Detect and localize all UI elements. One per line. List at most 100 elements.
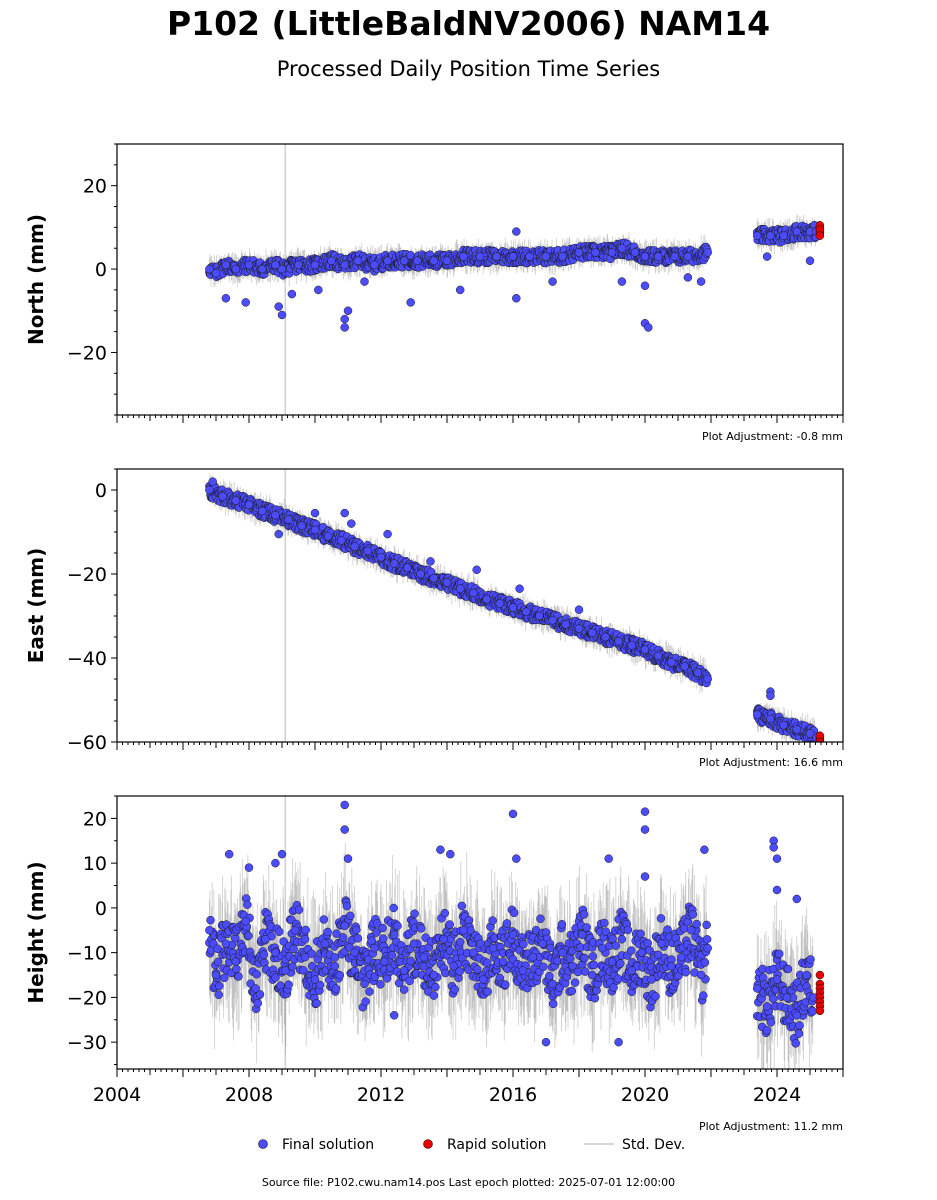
final-solution-point: [541, 252, 551, 261]
final-solution-point: [492, 252, 501, 261]
final-solution-point: [766, 231, 775, 240]
final-solution-point: [389, 559, 399, 568]
final-solution-point: [574, 605, 584, 614]
final-solution-point: [274, 302, 283, 311]
final-solution-point: [277, 310, 287, 320]
final-solution-point: [680, 662, 689, 671]
final-solution-point: [340, 323, 349, 332]
final-solution-point: [482, 594, 491, 604]
final-solution-point: [310, 260, 320, 270]
final-solution-point: [383, 529, 392, 539]
final-solution-point: [640, 645, 650, 654]
plot-area: [205, 144, 825, 415]
final-solution-point: [399, 256, 409, 265]
final-solution-point: [211, 268, 221, 278]
final-solution-point: [521, 607, 531, 617]
final-solution-point: [327, 256, 336, 265]
final-solution-point: [653, 252, 663, 261]
final-solution-point: [535, 611, 544, 621]
y-tick-label: 20: [83, 176, 107, 198]
final-solution-point: [574, 624, 584, 633]
final-solution-point: [205, 485, 214, 495]
final-solution-point: [472, 565, 481, 575]
final-solution-point: [323, 531, 333, 541]
final-solution-point: [762, 252, 772, 261]
final-solution-point: [413, 256, 422, 265]
y-tick-label: 0: [95, 259, 107, 281]
final-solution-point: [693, 668, 703, 677]
final-solution-point: [627, 641, 637, 650]
final-solution-point: [231, 264, 241, 274]
final-solution-point: [347, 519, 356, 528]
final-solution-point: [475, 252, 485, 261]
final-solution-point: [614, 636, 623, 646]
chart-subtitle: Processed Daily Position Time Series: [276, 57, 661, 81]
final-solution-point: [607, 248, 617, 257]
final-solution-point: [558, 252, 567, 261]
axes-frame: [116, 143, 844, 416]
final-solution-point: [340, 260, 349, 270]
final-solution-point: [640, 281, 650, 291]
final-solution-point: [370, 260, 379, 270]
final-solution-point: [287, 289, 297, 299]
final-solution-point: [271, 260, 280, 270]
final-solution-point: [221, 260, 231, 270]
final-solution-point: [310, 525, 320, 535]
final-solution-point: [653, 651, 663, 661]
final-solution-point: [792, 725, 802, 734]
final-solution-point: [574, 248, 584, 257]
final-solution-point: [667, 657, 676, 667]
y-tick-label: 0: [95, 480, 107, 502]
final-solution-point: [442, 256, 452, 265]
plot-adjustment-label: Plot Adjustment: -0.8 mm: [702, 430, 843, 443]
y-tick-label: −40: [67, 648, 107, 670]
y-tick-label: −20: [67, 342, 107, 364]
final-solution-point: [525, 252, 534, 261]
final-solution-point: [703, 248, 712, 257]
final-solution-point: [340, 314, 349, 324]
final-solution-point: [548, 277, 557, 286]
final-solution-point: [508, 252, 518, 261]
final-solution-point: [294, 260, 303, 270]
final-solution-point: [343, 306, 353, 316]
final-solution-point: [617, 277, 627, 286]
rapid-solution-point: [815, 231, 825, 240]
final-solution-point: [515, 584, 524, 593]
final-solution-point: [703, 674, 712, 684]
final-solution-point: [244, 500, 254, 509]
final-solution-cloud: [205, 843, 817, 1069]
final-solution-point: [469, 588, 478, 598]
final-solution-point: [297, 521, 307, 530]
final-solution-point: [630, 248, 640, 257]
final-solution-point: [512, 227, 521, 236]
final-solution-point: [766, 714, 775, 724]
y-tick-label: −60: [67, 732, 107, 754]
final-solution-point: [512, 294, 521, 303]
final-solution-point: [257, 264, 267, 274]
panel-2: −60 −40 −20 0 East (mm) Plot Adjustment: 16.6…: [24, 468, 844, 769]
final-solution-point: [231, 496, 241, 505]
final-solution-point: [429, 256, 439, 265]
final-solution-point: [752, 231, 762, 240]
final-solution-point: [221, 294, 231, 303]
final-solution-point: [617, 243, 627, 253]
final-solution-point: [805, 729, 815, 738]
final-solution-point: [792, 227, 802, 236]
panel-1: −20 0 20 North (mm) Plot Adjustment: -0.8 mm: [24, 143, 844, 443]
plot-area: [205, 796, 825, 1069]
final-solution-point: [376, 552, 386, 562]
final-solution-point: [244, 260, 254, 270]
final-solution-point: [205, 264, 214, 274]
final-solution-point: [455, 584, 465, 593]
final-solution-point: [241, 298, 250, 307]
final-solution-point: [670, 252, 679, 261]
final-solution-point: [310, 508, 320, 518]
final-solution-point: [640, 252, 650, 261]
final-solution-point: [548, 615, 557, 625]
final-solution-point: [257, 506, 267, 516]
final-solution-point: [314, 285, 323, 295]
final-solution-point: [337, 536, 346, 545]
final-solution-point: [218, 492, 227, 501]
